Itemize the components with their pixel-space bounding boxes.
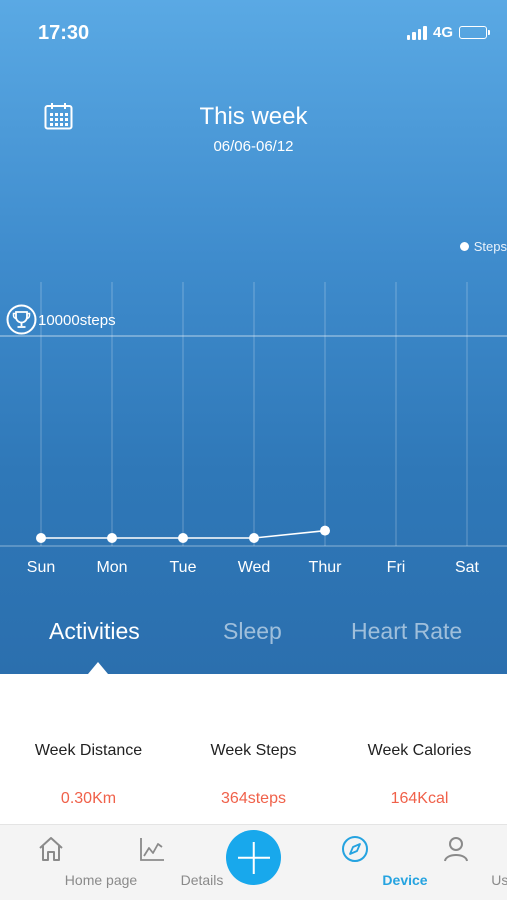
active-tab-indicator: [88, 662, 108, 674]
signal-icon: [406, 25, 427, 40]
data-point-tue[interactable]: [178, 533, 188, 543]
x-tick-label: Wed: [238, 559, 271, 576]
x-tick-label: Sun: [27, 559, 55, 576]
chart-legend: Steps: [459, 239, 507, 254]
bottom-tab-bar: Home page Details Device User: [0, 824, 507, 900]
steps-chart: Sun Mon Tue Wed Thur Fri Sat: [0, 282, 507, 576]
x-tick-label: Tue: [170, 559, 197, 576]
data-point-wed[interactable]: [249, 533, 259, 543]
stat-label: Week Steps: [210, 742, 297, 759]
tab-sleep[interactable]: Sleep: [223, 618, 282, 644]
tab-user[interactable]: User: [406, 825, 507, 900]
x-tick-label: Sat: [455, 559, 480, 576]
legend-dot: [459, 242, 469, 251]
goal-label: 10000steps: [38, 312, 116, 329]
compass-icon: [342, 836, 368, 862]
tab-device[interactable]: Device: [305, 825, 428, 900]
trophy-icon: [6, 304, 37, 335]
tab-label: User: [491, 872, 507, 888]
data-point-sun[interactable]: [36, 533, 46, 543]
stat-value: 364steps: [221, 790, 286, 807]
status-bar: 17:30 4G: [0, 20, 507, 46]
battery-icon: [459, 26, 490, 39]
weekly-stats: Week Distance 0.30Km Week Steps 364steps…: [0, 674, 507, 824]
tab-home[interactable]: Home page: [1, 825, 137, 900]
tab-label: Home page: [64, 872, 138, 888]
data-point-thur[interactable]: [320, 525, 330, 536]
stat-label: Week Calories: [367, 742, 472, 759]
category-tabs: Activities Sleep Heart Rate: [0, 618, 507, 658]
stat-value: 164Kcal: [390, 790, 449, 807]
calendar-icon[interactable]: [44, 102, 73, 130]
tab-activities[interactable]: Activities: [49, 618, 140, 644]
legend-label: Steps: [473, 239, 507, 254]
tab-heart-rate[interactable]: Heart Rate: [351, 618, 463, 644]
chart-line-icon: [140, 838, 164, 861]
date-range: 06/06-06/12: [213, 138, 294, 155]
add-button[interactable]: [226, 830, 281, 885]
x-tick-label: Thur: [309, 559, 343, 576]
page-title: This week: [199, 103, 308, 130]
tab-label: Details: [180, 872, 224, 888]
data-point-mon[interactable]: [107, 533, 117, 543]
home-icon: [39, 837, 63, 861]
header-panel: 17:30 4G This week 06/06-06/12 Steps Sun…: [0, 0, 507, 674]
stat-label: Week Distance: [34, 742, 143, 759]
status-right: 4G: [406, 24, 490, 41]
x-tick-label: Fri: [387, 559, 406, 576]
network-label: 4G: [432, 24, 453, 41]
stat-value: 0.30Km: [60, 790, 117, 807]
tab-label: Device: [382, 872, 428, 888]
x-tick-label: Mon: [96, 559, 127, 576]
tab-details[interactable]: Details: [102, 825, 223, 900]
status-time: 17:30: [38, 22, 90, 44]
user-icon: [444, 837, 468, 862]
